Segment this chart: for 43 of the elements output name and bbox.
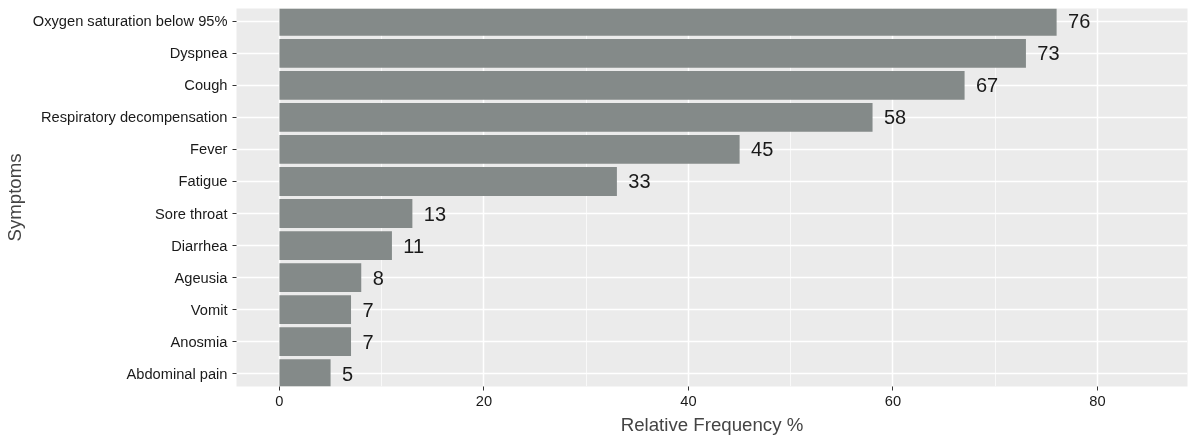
bar	[279, 199, 413, 228]
y-tick-label: Anosmia	[170, 333, 229, 350]
x-axis-title: Relative Frequency %	[620, 413, 804, 435]
y-tick-label: Ageusia	[174, 269, 229, 286]
data-label: 76	[1068, 10, 1091, 33]
x-tick-label: 20	[475, 392, 493, 409]
data-label: 5	[341, 362, 354, 385]
data-label: 7	[362, 330, 374, 353]
bar	[279, 263, 362, 292]
bar	[279, 135, 740, 164]
data-label: 8	[372, 266, 384, 289]
y-tick-label: Fatigue	[178, 173, 228, 190]
x-tick-label: 60	[884, 392, 902, 409]
data-label: 33	[628, 170, 651, 193]
x-tick-label: 0	[275, 392, 284, 409]
y-tick-label: Dyspnea	[169, 45, 229, 62]
y-tick-label: Fever	[190, 141, 228, 158]
y-tick-label: Oxygen saturation below 95%	[32, 13, 228, 30]
bar	[279, 38, 1026, 68]
y-tick-label: Sore throat	[154, 205, 228, 222]
y-tick-label: Vomit	[190, 301, 228, 318]
data-label: 73	[1037, 42, 1060, 65]
data-label: 58	[883, 106, 907, 129]
data-label: 67	[975, 74, 999, 97]
data-label: 13	[423, 202, 447, 225]
y-tick-label: Respiratory decompensation	[40, 109, 228, 126]
bar	[279, 327, 352, 357]
y-tick-label: Abdominal pain	[126, 365, 228, 382]
bar	[279, 167, 617, 196]
bar	[279, 295, 352, 325]
y-tick-label: Diarrhea	[171, 237, 229, 254]
x-tick-label: 40	[680, 392, 697, 409]
data-label: 45	[751, 138, 774, 161]
bar	[279, 70, 965, 100]
y-axis-title: Symptoms	[3, 153, 25, 242]
data-label: 11	[403, 234, 425, 257]
bar	[279, 103, 873, 132]
bar	[279, 8, 1057, 36]
y-tick-label: Cough	[184, 77, 228, 94]
x-tick-label: 80	[1089, 392, 1106, 409]
bar	[279, 231, 392, 260]
bar	[279, 359, 331, 387]
data-label: 7	[362, 298, 374, 321]
